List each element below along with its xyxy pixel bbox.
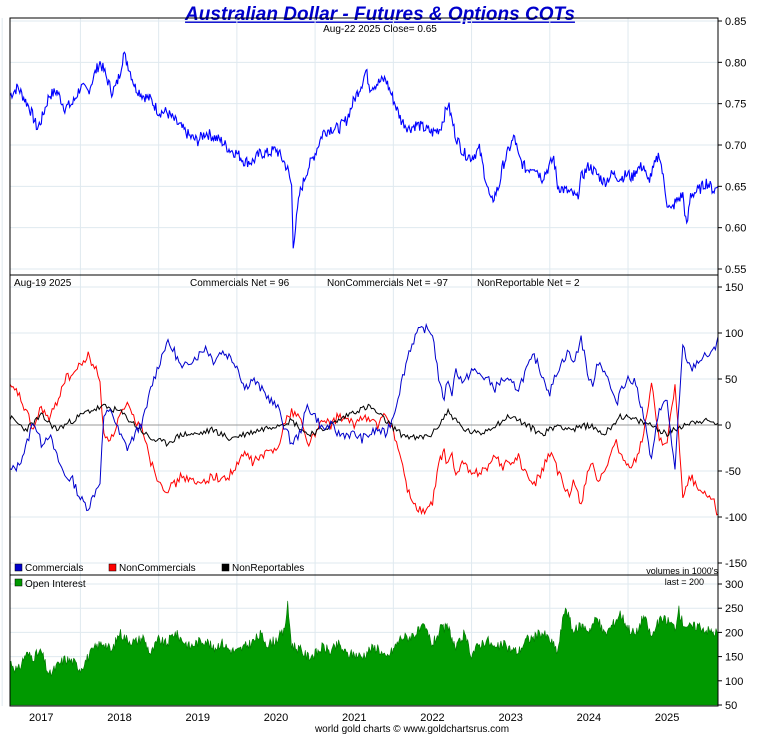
commercials-series-line [9,322,719,512]
y-tick-label: 100 [725,328,743,340]
y-tick-label: 200 [725,627,743,639]
x-tick-label: 2025 [655,712,679,724]
x-tick-label: 2017 [29,712,53,724]
x-tick-label: 2023 [498,712,522,724]
y-tick-label: -100 [725,512,747,524]
cot-header-noncommercials: NonCommercials Net = -97 [327,278,448,289]
legend-swatch-open-interest [14,578,23,587]
x-tick-label: 2020 [264,712,288,724]
y-tick-label: 100 [725,676,743,688]
y-tick-label: 150 [725,652,743,664]
x-tick-label: 2018 [107,712,131,724]
cot-header-date: Aug-19 2025 [14,278,72,289]
y-tick-label: 0.75 [725,99,746,111]
y-tick-label: 0.80 [725,57,746,69]
y-tick-label: 0.55 [725,264,746,276]
oi-panel: Open Interest last = 200 300 250 200 150 100… [1,574,743,712]
y-tick-label: -150 [725,558,747,570]
x-tick-label: 2021 [342,712,366,724]
x-axis: 2017 2018 2019 2020 2021 2022 2023 2024 2025 [29,712,679,724]
legend-label-open-interest: Open Interest [25,579,86,590]
cot-units-note: volumes in 1000's [646,566,718,576]
y-tick-label: 300 [725,579,743,591]
cot-panel: Aug-19 2025 Commercials Net = 96 NonComm… [1,274,747,576]
cot-header-nonreportable: NonReportable Net = 2 [477,278,580,289]
cot-y-axis: 150 100 50 0 -50 -100 -150 [718,282,747,570]
price-panel-frame [9,17,719,276]
legend-label-noncommercials: NonCommercials [119,563,196,574]
legend-swatch-noncommercials [108,563,117,572]
legend-label-nonreportables: NonReportables [232,563,304,574]
legend-label-commercials: Commercials [25,563,83,574]
nonreportables-series-line [9,403,719,448]
x-tick-label: 2019 [186,712,210,724]
y-tick-label: 0 [725,420,731,432]
chart-footer: world gold charts © www.goldchartsrus.co… [314,724,509,735]
legend-swatch-commercials [14,563,23,572]
price-y-axis: 0.85 0.80 0.75 0.70 0.65 0.60 0.55 [718,16,746,276]
oi-panel-frame [9,574,719,707]
y-tick-label: 50 [725,700,737,712]
x-tick-label: 2024 [577,712,601,724]
price-grid [1,18,718,275]
oi-last-note: last = 200 [665,577,704,587]
oi-y-axis: 300 250 200 150 100 50 [718,579,743,712]
noncommercials-series-line [9,351,719,516]
y-tick-label: 0.60 [725,223,746,235]
chart-title: Australian Dollar - Futures & Options CO… [184,4,575,25]
x-tick-label: 2022 [420,712,444,724]
cot-legend: Commercials NonCommercials NonReportable… [14,563,304,574]
cot-header-commercials: Commercials Net = 96 [190,278,290,289]
y-tick-label: 250 [725,603,743,615]
y-tick-label: 150 [725,282,743,294]
y-tick-label: 50 [725,374,737,386]
open-interest-area [9,600,719,706]
y-tick-label: 0.70 [725,140,746,152]
y-tick-label: 0.65 [725,181,746,193]
price-panel: Aug-22 2025 Close= 0.65 0.85 0.80 0.75 0.70… [1,16,746,276]
price-series-line [9,51,719,249]
y-tick-label: -50 [725,466,741,478]
y-tick-label: 0.85 [725,16,746,28]
legend-swatch-nonreportables [221,563,230,572]
price-panel-header: Aug-22 2025 Close= 0.65 [323,24,437,35]
